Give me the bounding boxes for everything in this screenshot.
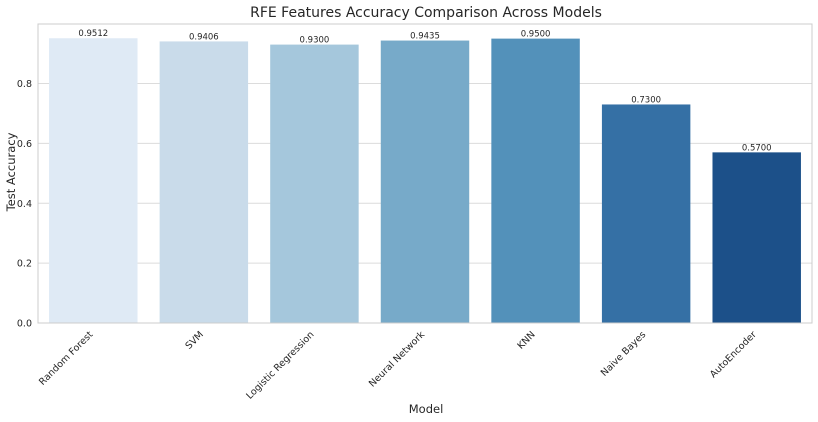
bar-value-label: 0.9500 [521,30,551,40]
y-tick-label: 0.4 [17,199,32,210]
bar-value-label: 0.9300 [300,36,330,46]
x-tick-label: Neural Network [367,329,427,389]
y-axis-ticks: 0.0 0.2 0.4 0.6 0.8 [17,79,32,329]
bar-value-label: 0.9512 [78,29,108,39]
bar-value-label: 0.9435 [410,32,440,42]
bar-value-label: 0.5700 [742,143,772,153]
x-tick-label: AutoEncoder [708,329,759,380]
bar [712,152,801,323]
bar [491,38,580,323]
x-tick-label: Random Forest [37,329,96,388]
y-tick-label: 0.8 [17,79,32,90]
bar [601,104,691,323]
chart-title: RFE Features Accuracy Comparison Across … [250,5,602,21]
bar-value-label: 0.9406 [189,32,219,42]
x-tick-label: Logistic Regression [244,329,316,401]
x-tick-label: SVM [184,329,206,351]
y-tick-label: 0.6 [17,139,32,150]
y-tick-label: 0.2 [17,259,32,270]
x-axis-ticks: Random Forest SVM Logistic Regression Neura… [37,329,759,402]
bar [380,40,470,323]
x-tick-label: Naive Bayes [599,329,648,378]
x-axis-label: Model [409,402,444,416]
y-axis-label: Test Accuracy [4,132,18,212]
bars [49,38,801,324]
bar [270,44,359,323]
bar [159,41,249,324]
bar-value-label: 0.7300 [631,95,661,105]
plot-frame [37,23,813,324]
bar [49,38,138,323]
y-tick-label: 0.0 [17,319,32,330]
x-tick-label: KNN [515,329,537,351]
data-labels: 0.9512 0.9406 0.9300 0.9435 0.9500 0.7300 0.57… [78,29,771,153]
